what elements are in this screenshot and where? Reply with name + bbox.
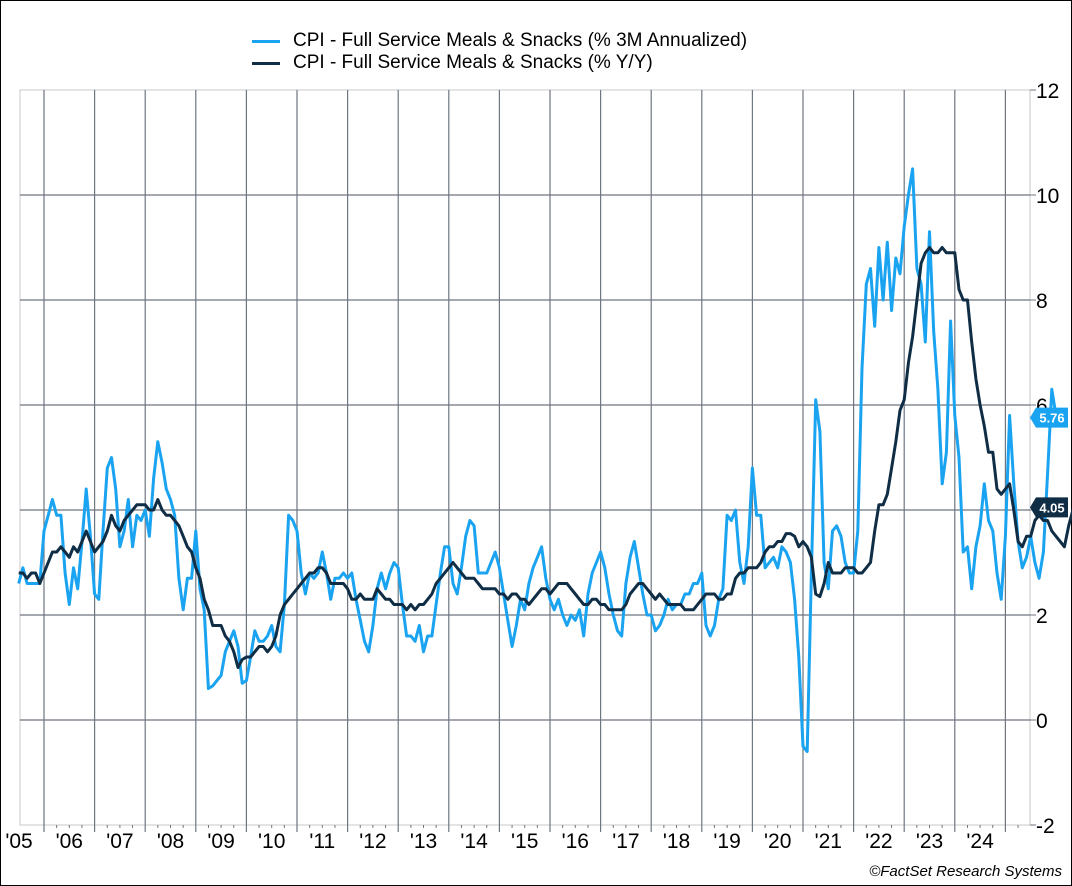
x-tick-label: '09 [207,830,234,853]
x-tick-label: '18 [663,830,690,853]
x-tick-label: '15 [511,830,538,853]
legend-item-3m-annualized: CPI - Full Service Meals & Snacks (% 3M … [252,30,747,52]
last-value-tag-bg [1030,497,1068,518]
x-tick-label: '06 [56,830,83,853]
x-tick-label: '17 [612,830,639,853]
last-value-tag-3m-annualized: 5.76 [1030,407,1068,428]
x-tick-label: '19 [713,830,740,853]
y-tick-label: 10 [1036,185,1059,208]
legend-label-yoy: CPI - Full Service Meals & Snacks (% Y/Y… [293,52,653,73]
x-tick-label: '08 [157,830,184,853]
y-tick-label: 0 [1036,710,1048,733]
x-tick-label: '23 [916,830,943,853]
y-tick-label: 2 [1036,605,1048,628]
last-value-tag-text: 5.76 [1039,411,1064,426]
legend-swatch-3m-annualized [252,39,280,43]
y-tick-label: -2 [1036,815,1055,838]
copyright-credit: ©FactSet Research Systems [869,863,1062,880]
x-tick-label: '13 [410,830,437,853]
x-tick-label: '10 [258,830,285,853]
x-tick-label: '24 [966,830,994,853]
x-tick-label: '12 [359,830,386,853]
last-value-tag-yoy: 4.05 [1030,497,1068,518]
x-tick-label: '05 [5,830,32,853]
y-tick-label: 12 [1036,80,1059,103]
x-tick-label: '21 [815,830,842,853]
last-value-tag-text: 4.05 [1039,500,1064,515]
x-tick-label: '20 [764,830,791,853]
x-tick-label: '11 [309,830,335,853]
legend-label-3m-annualized: CPI - Full Service Meals & Snacks (% 3M … [293,30,748,51]
x-tick-label: '14 [460,830,488,853]
legend-item-yoy: CPI - Full Service Meals & Snacks (% Y/Y… [252,52,747,74]
y-tick-label: 6 [1036,395,1048,418]
plot-area [19,89,1031,826]
series-line-yoy [18,246,1072,669]
last-value-tag-bg [1030,407,1068,428]
y-tick-label: 8 [1036,290,1048,313]
x-tick-label: '16 [562,830,589,853]
x-tick-label: '22 [865,830,892,853]
series-line-3m-annualized [17,167,1061,753]
x-tick-label: '07 [106,830,133,853]
legend-swatch-yoy [252,61,280,65]
legend: CPI - Full Service Meals & Snacks (% 3M … [252,30,747,74]
